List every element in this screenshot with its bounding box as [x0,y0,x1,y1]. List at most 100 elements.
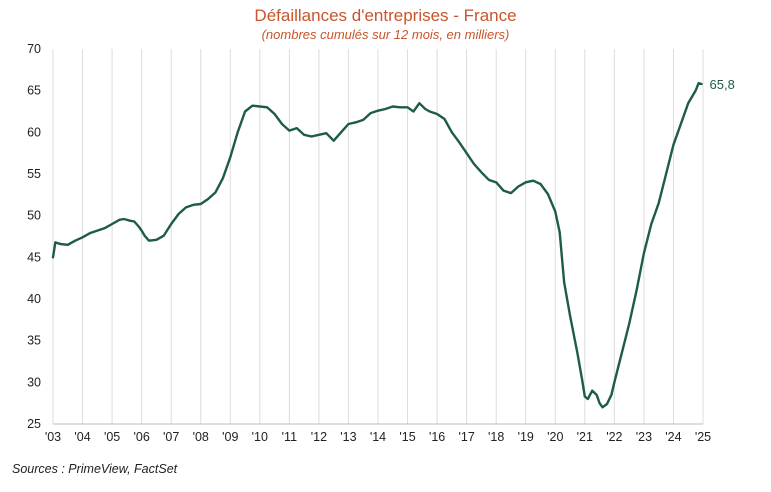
data-point [672,144,674,146]
data-point [148,240,150,242]
data-point [392,105,394,107]
data-point [591,390,593,392]
data-point [466,152,468,154]
last-value-label: 65,8 [710,77,735,92]
data-point [81,236,83,238]
data-point [325,132,327,134]
data-point [296,127,298,129]
data-point [554,210,556,212]
x-tick-label: '11 [282,430,297,444]
data-point [406,106,408,108]
data-point [318,134,320,136]
y-tick-label: 70 [27,42,41,56]
data-point [266,106,268,108]
x-tick-label: '08 [193,430,209,444]
data-point [67,244,69,246]
y-tick-label: 45 [27,250,41,264]
x-tick-label: '17 [458,430,474,444]
x-tick-label: '19 [518,430,534,444]
data-point [695,90,697,92]
data-point [229,156,231,158]
x-tick-label: '23 [636,430,652,444]
series-line [51,81,703,409]
data-point [650,223,652,225]
data-point [251,105,253,107]
data-point [569,315,571,317]
data-point [155,239,157,241]
data-point [510,192,512,194]
data-point [355,121,357,123]
y-tick-label: 35 [27,334,41,348]
data-point [370,112,372,114]
data-point [303,134,305,136]
series-layer [51,81,703,409]
y-tick-label: 65 [27,84,41,98]
y-tick-label: 55 [27,167,41,181]
data-point [143,235,145,237]
data-point [74,240,76,242]
data-point [333,140,335,142]
data-point [517,185,519,187]
data-point [244,110,246,112]
x-tick-label: '18 [488,430,504,444]
data-point [207,198,209,200]
source-note: Sources : PrimeView, FactSet [12,462,178,476]
data-point [596,394,598,396]
x-tick-label: '20 [547,430,563,444]
data-point [222,177,224,179]
data-point [584,395,586,397]
data-point [700,83,702,85]
y-tick-label: 30 [27,375,41,389]
x-tick-label: '15 [399,430,415,444]
data-point [643,252,645,254]
x-tick-label: '24 [665,430,681,444]
x-tick-label: '12 [311,430,327,444]
data-point [163,235,165,237]
data-point [89,232,91,234]
data-point [362,119,364,121]
data-point [104,227,106,229]
data-point [170,223,172,225]
data-point [412,110,414,112]
data-point [598,402,600,404]
data-point [424,108,426,110]
data-point [601,406,603,408]
data-point [123,218,125,220]
data-point [377,110,379,112]
x-tick-label: '25 [695,430,711,444]
data-point [418,102,420,104]
data-point [138,225,140,227]
data-point [628,323,630,325]
data-point [581,377,583,379]
data-point [436,113,438,115]
data-point [610,394,612,396]
data-point [525,181,527,183]
x-tick-label: '10 [252,430,268,444]
data-point [532,180,534,182]
vertical-gridlines [52,49,704,424]
data-point [237,131,239,133]
data-point [281,123,283,125]
data-point [310,135,312,137]
data-point [141,230,143,232]
data-point [118,219,120,221]
data-point [563,281,565,283]
data-point [384,108,386,110]
data-point [96,230,98,232]
data-point [473,163,475,165]
data-point [111,223,113,225]
data-point [340,131,342,133]
x-tick-label: '16 [429,430,445,444]
x-tick-label: '05 [104,430,120,444]
chart-subtitle: (nombres cumulés sur 12 mois, en millier… [261,27,510,42]
data-point [443,118,445,120]
data-point [495,181,497,183]
data-point [259,105,261,107]
data-point [451,131,453,133]
data-point [606,403,608,405]
data-point [59,243,61,245]
x-tick-label: '14 [370,430,386,444]
data-point [429,110,431,112]
data-point [635,290,637,292]
